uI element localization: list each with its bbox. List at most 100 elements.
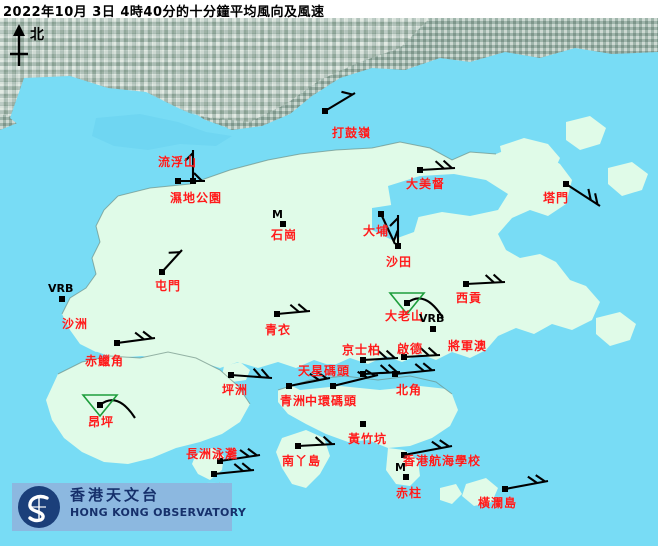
station-label-sai-kung: 西貢 (456, 291, 483, 305)
station-tseung-kwan-o (430, 326, 436, 332)
station-marker-dot (330, 383, 336, 389)
wind-barb-feather (389, 217, 399, 227)
ne-island-a (566, 116, 606, 150)
wind-barb-shaft (161, 249, 183, 273)
wind-barb-shaft (565, 183, 601, 207)
ne-island-b (608, 162, 648, 196)
wind-barb-feather (314, 436, 325, 446)
station-marker-dot (360, 357, 366, 363)
station-kai-tak (401, 346, 441, 360)
wind-barb-shaft (406, 297, 444, 319)
station-label-tap-mun: 塔門 (543, 191, 570, 205)
wind-barb-shaft (403, 444, 453, 457)
wind-barb-feather (317, 371, 328, 380)
wind-barb-feather (535, 474, 546, 483)
wind-barb-feather (322, 435, 333, 445)
tolo-harbour-water (388, 174, 508, 218)
station-label-tsing-chau: 青洲 (280, 394, 307, 408)
north-label: 北 (30, 27, 44, 43)
wind-barb-feather (184, 152, 194, 162)
wind-barb-feather (193, 172, 203, 182)
wind-barb-shaft (276, 309, 311, 316)
station-marker-dot (395, 243, 401, 249)
wind-barb-shaft (380, 213, 396, 245)
wind-barb-feather (385, 349, 396, 359)
wind-barb-feather (357, 370, 368, 379)
station-label-tsing-yi: 青衣 (265, 323, 292, 337)
station-marker-dot (280, 221, 286, 227)
wind-barb-shaft (362, 356, 399, 362)
station-label-chek-lap-kok: 赤鱲角 (85, 354, 125, 368)
wind-barb-feather (387, 363, 398, 373)
station-label-north-point: 北角 (396, 383, 423, 397)
station-label-cheung-chau-b: 長洲泳灘 (186, 447, 239, 461)
station-ta-kwu-ling (322, 90, 356, 114)
calm-triangle-icon (81, 394, 119, 418)
north-arrow: 北 (4, 22, 64, 70)
wind-barb-shaft (230, 373, 273, 380)
wind-barb-feather (439, 439, 450, 448)
wind-barb-feather (134, 331, 145, 341)
wind-barb-shaft (465, 280, 506, 286)
chek-lap-kok-airport (92, 328, 206, 362)
wind-barb-feather (341, 90, 353, 96)
station-marker-dot (228, 372, 234, 378)
wind-barb-shaft (403, 353, 441, 359)
map-geography-layer (0, 18, 658, 546)
wind-barb-feather (434, 160, 445, 170)
title-bar: 2022年10月 3日 4時40分的十分鐘平均風向及風速 (0, 0, 658, 20)
station-cheung-chau (211, 462, 255, 477)
wind-barb-feather (379, 364, 390, 374)
station-marker-dot (59, 296, 65, 302)
station-label-wong-chuk-hang: 黃竹坑 (348, 432, 388, 446)
station-marker-dot (378, 211, 384, 217)
po-toi-islands (462, 478, 498, 506)
station-label-lamma-island: 南丫島 (282, 454, 322, 468)
station-shek-kong (280, 221, 286, 227)
station-marker-dot (403, 474, 409, 480)
station-label-stanley: 赤柱 (396, 486, 423, 500)
station-marker-dot (401, 354, 407, 360)
wind-barb-feather (377, 350, 388, 360)
wind-barb-feather (297, 303, 308, 313)
wind-barb-feather (239, 449, 250, 458)
wind-barb-feather (419, 347, 430, 357)
station-tai-mei-tuk (417, 159, 456, 173)
wind-barb-feather (289, 303, 300, 313)
wind-barb-shaft (219, 453, 261, 463)
station-label-shek-kong: 石崗 (271, 228, 298, 242)
station-label-sha-chau: 沙洲 (62, 317, 89, 331)
wind-barb-shaft (419, 166, 456, 172)
station-tuen-mun (159, 249, 183, 275)
station-marker-dot (463, 281, 469, 287)
station-sai-kung (463, 273, 506, 287)
station-cheung-chau-b (217, 447, 261, 464)
station-marker-dot (295, 443, 301, 449)
station-label-ngong-ping: 昂坪 (88, 415, 115, 429)
station-peng-chau (228, 367, 273, 380)
wind-barb-feather (587, 188, 592, 201)
wind-barb-feather (427, 346, 438, 356)
wind-barb-feather (422, 362, 433, 372)
station-wetland-park (175, 172, 205, 184)
station-tap-mun (563, 181, 601, 207)
station-waglan-island (502, 474, 549, 492)
station-tsing-yi (274, 303, 311, 317)
wind-map[interactable]: 北 打鼓嶺 流浮山 濕地公園 石崗 M 屯門 大美督 塔門 大埔 沙田 西貢 大老山 沙洲 VRB 赤鱲角青… (0, 18, 658, 546)
tap-mun-island (500, 138, 560, 184)
station-chek-lap-kok (114, 330, 156, 346)
wind-barb-feather (168, 251, 181, 254)
north-arrow-icon (10, 24, 28, 66)
southern-islet (440, 484, 462, 504)
station-marker-dot (159, 269, 165, 275)
wind-barb-shaft (504, 479, 549, 491)
hko-logo: 香港天文台 HONG KONG OBSERVATORY (12, 483, 246, 531)
sai-kung-islands (514, 278, 580, 324)
station-central-pier (330, 368, 379, 389)
wind-barb-feather (247, 447, 258, 457)
station-marker-dot (392, 371, 398, 377)
page-title: 2022年10月 3日 4時40分的十分鐘平均風向及風速 (3, 5, 325, 20)
station-marker-dot (502, 486, 508, 492)
station-label-kings-park: 京士柏 (342, 343, 382, 357)
vrb-marker-sha-chau: VRB (48, 282, 74, 295)
